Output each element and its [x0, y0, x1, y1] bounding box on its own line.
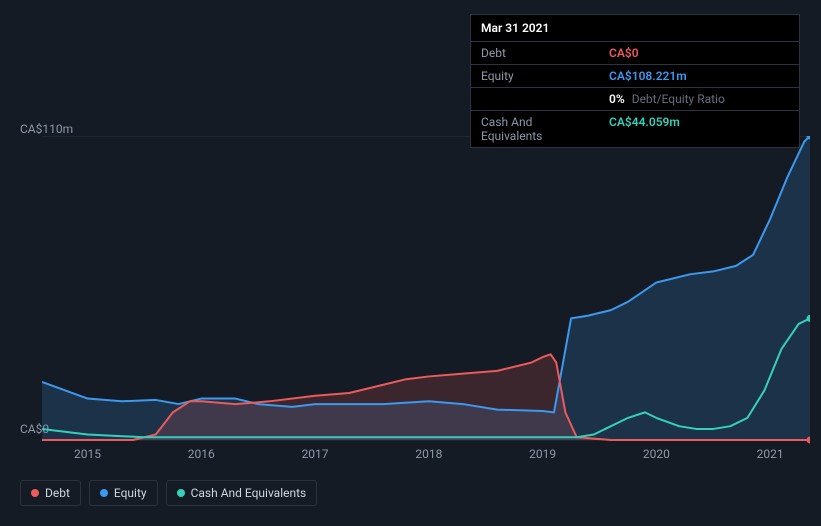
chart-tooltip: Mar 31 2021 DebtCA$0EquityCA$108.221m0% … — [470, 14, 800, 148]
svg-text:2018: 2018 — [415, 447, 442, 461]
tooltip-date: Mar 31 2021 — [471, 15, 799, 42]
legend-label: Cash And Equivalents — [191, 486, 307, 500]
financial-chart: CA$110m CA$0 2015 2016 2017 2018 2019 2020 202… — [0, 0, 821, 526]
tooltip-sublabel: Debt/Equity Ratio — [629, 92, 725, 106]
svg-text:2021: 2021 — [757, 447, 784, 461]
legend-label: Equity — [114, 486, 147, 500]
tooltip-row: DebtCA$0 — [471, 42, 799, 65]
svg-text:2017: 2017 — [302, 447, 329, 461]
tooltip-rows: DebtCA$0EquityCA$108.221m0% Debt/Equity … — [471, 42, 799, 147]
tooltip-value: CA$108.221m — [599, 65, 697, 87]
y-axis-top-label: CA$110m — [20, 122, 73, 136]
tooltip-value: 0% Debt/Equity Ratio — [599, 88, 735, 110]
svg-text:2020: 2020 — [643, 447, 670, 461]
legend-label: Debt — [45, 486, 70, 500]
tooltip-row: Cash And EquivalentsCA$44.059m — [471, 111, 799, 147]
svg-text:2016: 2016 — [188, 447, 215, 461]
legend-dot-icon — [100, 489, 108, 497]
tooltip-row: EquityCA$108.221m — [471, 65, 799, 88]
tooltip-row: 0% Debt/Equity Ratio — [471, 88, 799, 111]
svg-text:2019: 2019 — [529, 447, 556, 461]
legend-dot-icon — [177, 489, 185, 497]
chart-plot[interactable]: 2015 2016 2017 2018 2019 2020 2021 — [42, 136, 810, 470]
legend-item[interactable]: Equity — [89, 480, 158, 506]
svg-text:2015: 2015 — [74, 447, 101, 461]
tooltip-label: Debt — [471, 42, 599, 64]
chart-legend: Debt Equity Cash And Equivalents — [20, 480, 317, 506]
tooltip-label: Cash And Equivalents — [471, 111, 599, 147]
tooltip-label — [471, 88, 599, 110]
legend-item[interactable]: Cash And Equivalents — [166, 480, 318, 506]
legend-item[interactable]: Debt — [20, 480, 81, 506]
legend-dot-icon — [31, 489, 39, 497]
tooltip-label: Equity — [471, 65, 599, 87]
tooltip-value: CA$0 — [599, 42, 649, 64]
tooltip-value: CA$44.059m — [599, 111, 690, 147]
